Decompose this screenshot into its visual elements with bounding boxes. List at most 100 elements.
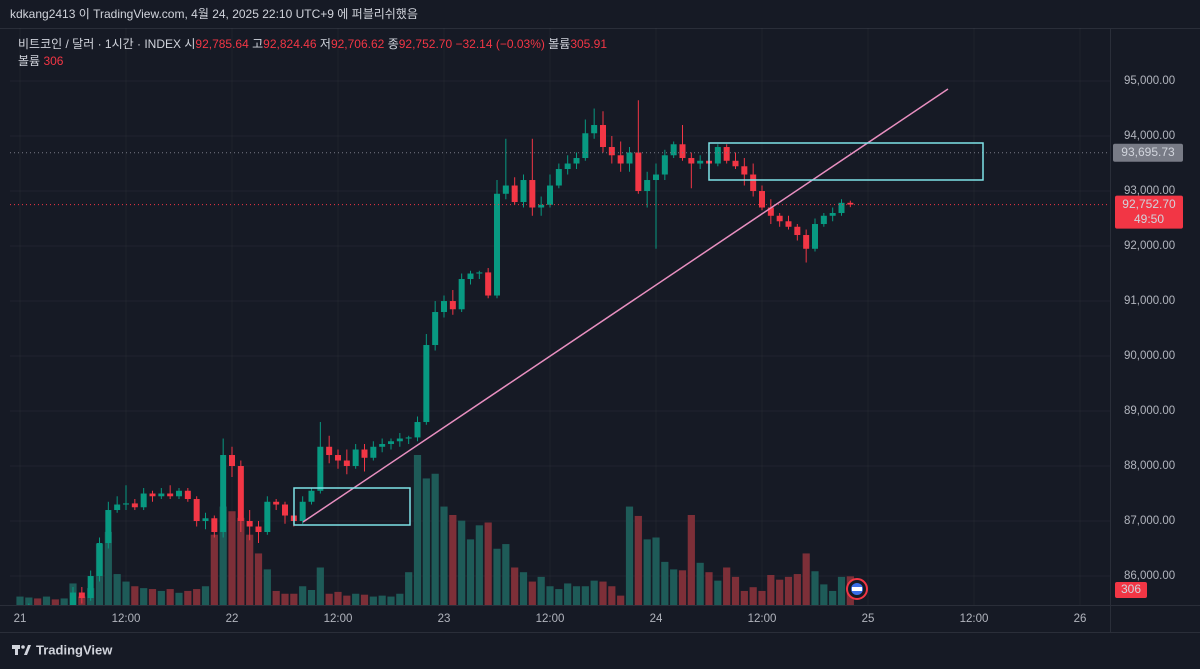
candle-body [688,158,695,164]
candle-body [653,174,659,181]
price-pane [10,100,1110,605]
candle-body [343,460,350,467]
candle-body [123,503,129,505]
x-tick-label: 21 [14,613,27,625]
candle-body [564,163,571,170]
candle-body [502,185,509,194]
last-price-label: 92,752.70 [1122,197,1176,211]
price-label: 93,695.73 [1121,145,1175,159]
legend-field-value: 92,752.70 [399,37,453,51]
candle-body [396,438,403,442]
volume-bar [263,569,271,605]
volume-bar [254,553,263,605]
candle-body [78,592,85,599]
candle-body [785,221,792,227]
y-tick-label: 92,000.00 [1124,240,1175,252]
y-tick-label: 86,000.00 [1124,570,1175,582]
volume-bar [599,581,607,605]
x-tick-label: 26 [1074,613,1087,625]
candle-body [697,160,704,164]
candle-body [308,490,315,502]
candle-body [670,144,677,156]
candle-body [582,133,589,159]
candle-body [432,312,439,346]
candle-body [229,455,235,467]
volume-bar [104,531,112,605]
volume-bar [731,576,740,605]
volume-bar [705,572,713,605]
volume-bar [193,589,201,605]
volume-bar [237,517,245,605]
legend-field-name: 종 [388,37,399,51]
candle-body [211,518,218,533]
volume-bar [281,593,289,605]
candle-body [273,501,280,505]
candle-body [829,213,836,216]
volume-bar [316,567,324,605]
volume-bar [175,592,183,605]
volume-bar [714,580,722,605]
volume-bar [749,587,757,605]
candle-body [176,490,182,497]
volume-bar [661,561,669,605]
legend-field-name: 고 [252,37,263,51]
volume-bar [422,478,430,605]
candle-body [555,169,562,186]
candle-body [361,449,368,458]
volume-bar [219,506,227,605]
candle-body [352,449,359,467]
volume-bar [140,588,148,605]
volume-bar [325,593,333,605]
volume-bar [696,562,704,605]
volume-bar [625,506,634,605]
candle-body [485,272,492,296]
volume-bar [334,591,342,605]
candle-body [573,158,580,164]
candle-body [538,204,545,208]
candle-body [759,191,765,208]
candle-body [87,576,94,599]
volume-bar [555,589,563,605]
event-icon [846,578,868,600]
candle-body [732,160,739,167]
volume-bar [184,590,192,605]
volume-bar [564,583,572,605]
candle-body [105,510,112,544]
legend-field-value: 92,824.46 [263,37,317,51]
candle-body [264,501,271,533]
volume-bar [343,595,351,605]
y-tick-label: 93,000.00 [1124,185,1175,197]
volume-bar [528,581,536,605]
volume-bar [784,576,793,605]
legend-volume: 306 [43,54,63,68]
volume-bar [670,569,678,605]
candle-body [520,180,527,203]
legend-field-value: 92,706.62 [331,37,385,51]
candle-body [405,437,412,439]
volume-bar [811,571,819,605]
volume-bar [413,455,422,605]
x-tick-label: 12:00 [960,613,989,625]
trend-line [302,88,949,523]
candle-body [370,446,377,458]
volume-bar [634,515,642,605]
candle-body [237,466,244,522]
volume-bar [290,593,298,605]
axes: 86,000.00 87,000.00 88,000.00 89,000.00 90,0… [14,75,1183,625]
candle-body [723,147,730,161]
candle-body [750,174,757,192]
legend-line: 볼륨 306 [18,54,64,68]
volume-bar [201,586,210,605]
grid [10,80,1110,577]
candle-body [202,518,209,522]
volume-bar [405,572,413,605]
volume-bar [767,575,775,605]
candle-body [414,422,421,438]
volume-bar [572,586,581,605]
volume-bar [360,594,369,605]
candle-body [388,441,394,445]
volume-bar [776,579,784,605]
volume-bar [519,572,528,605]
candle-body [847,202,854,205]
